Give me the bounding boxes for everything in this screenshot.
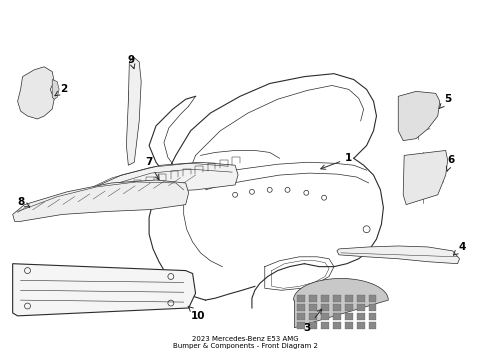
Text: 6: 6 — [446, 155, 454, 171]
Text: 2: 2 — [55, 84, 68, 96]
Text: 8: 8 — [17, 197, 30, 207]
Bar — [345, 295, 353, 302]
Polygon shape — [13, 180, 189, 221]
Bar — [297, 313, 305, 320]
Bar — [333, 295, 341, 302]
Polygon shape — [403, 150, 448, 204]
Text: 1: 1 — [321, 153, 352, 169]
Polygon shape — [294, 279, 389, 328]
Polygon shape — [337, 246, 460, 264]
Bar — [357, 322, 365, 329]
Bar — [297, 295, 305, 302]
Bar — [368, 295, 376, 302]
Polygon shape — [13, 264, 196, 316]
Text: 4: 4 — [453, 242, 466, 255]
Text: 9: 9 — [128, 55, 135, 69]
Bar — [309, 313, 317, 320]
Polygon shape — [67, 162, 238, 210]
Bar — [333, 322, 341, 329]
Bar — [357, 304, 365, 311]
Bar — [297, 322, 305, 329]
Bar — [297, 304, 305, 311]
Bar — [309, 304, 317, 311]
Bar — [345, 313, 353, 320]
Bar — [321, 295, 329, 302]
Bar — [309, 295, 317, 302]
Text: 7: 7 — [146, 157, 159, 180]
Text: 5: 5 — [439, 94, 451, 109]
Bar — [368, 313, 376, 320]
Text: 10: 10 — [188, 306, 206, 321]
Text: 3: 3 — [304, 309, 322, 333]
Bar — [321, 304, 329, 311]
Bar — [345, 322, 353, 329]
Polygon shape — [18, 67, 54, 119]
Bar — [357, 313, 365, 320]
Polygon shape — [126, 57, 141, 165]
Polygon shape — [52, 80, 59, 99]
Bar — [333, 304, 341, 311]
Bar — [357, 295, 365, 302]
Bar — [368, 322, 376, 329]
Bar — [345, 304, 353, 311]
Polygon shape — [398, 91, 440, 141]
Bar — [368, 304, 376, 311]
Bar — [321, 322, 329, 329]
Bar — [321, 313, 329, 320]
Bar — [309, 322, 317, 329]
Bar — [333, 313, 341, 320]
Text: 2023 Mercedes-Benz E53 AMG
Bumper & Components - Front Diagram 2: 2023 Mercedes-Benz E53 AMG Bumper & Comp… — [172, 336, 318, 349]
